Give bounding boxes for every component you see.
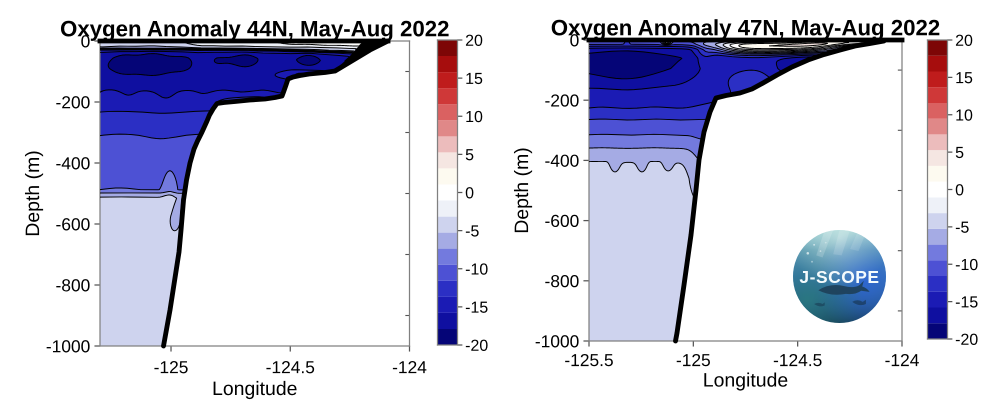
- svg-text:J-SCOPE: J-SCOPE: [799, 267, 879, 287]
